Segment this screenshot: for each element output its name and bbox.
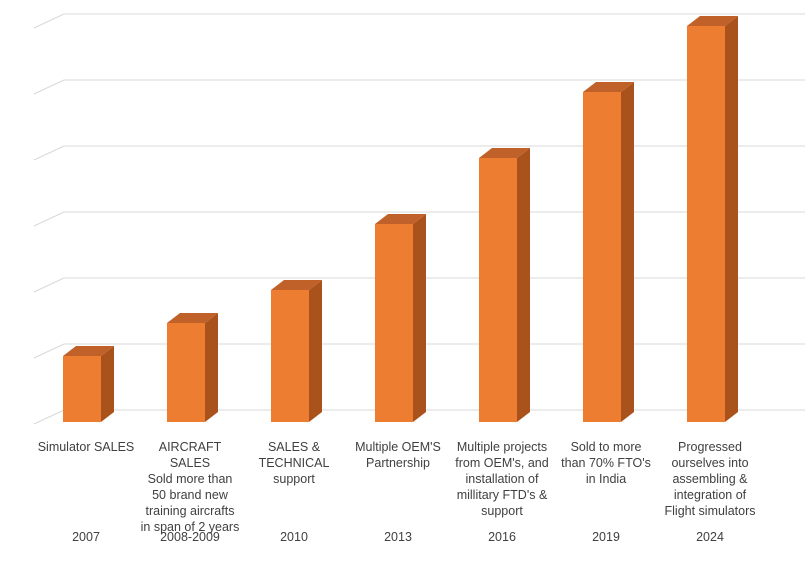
year-label: 2008-2009 [160,530,220,544]
gridline [33,277,805,293]
year-label: 2013 [384,530,412,544]
gridline [33,211,805,227]
bar [375,214,426,422]
gridline [33,145,805,161]
bar [271,280,322,422]
bar [167,313,218,422]
category-label: Multiple OEM'S Partnership [355,440,441,470]
bar [687,16,738,422]
bar [583,82,634,422]
year-label: 2010 [280,530,308,544]
year-label: 2016 [488,530,516,544]
year-label: 2019 [592,530,620,544]
gridline [33,79,805,95]
bar [63,346,114,422]
category-label: AIRCRAFT SALES Sold more than 50 brand n… [140,440,240,534]
category-label: SALES & TECHNICAL support [258,440,330,486]
bar [479,148,530,422]
gridline [33,13,805,29]
year-label: 2024 [696,530,724,544]
category-label: Multiple projects from OEM's, and instal… [455,440,549,518]
category-label: Simulator SALES [37,440,135,454]
year-label: 2007 [72,530,100,544]
bar-layer [63,16,738,422]
category-label: Sold to more than 70% FTO's in India [561,440,651,486]
category-label: Progressed ourselves into assembling & i… [664,440,756,518]
